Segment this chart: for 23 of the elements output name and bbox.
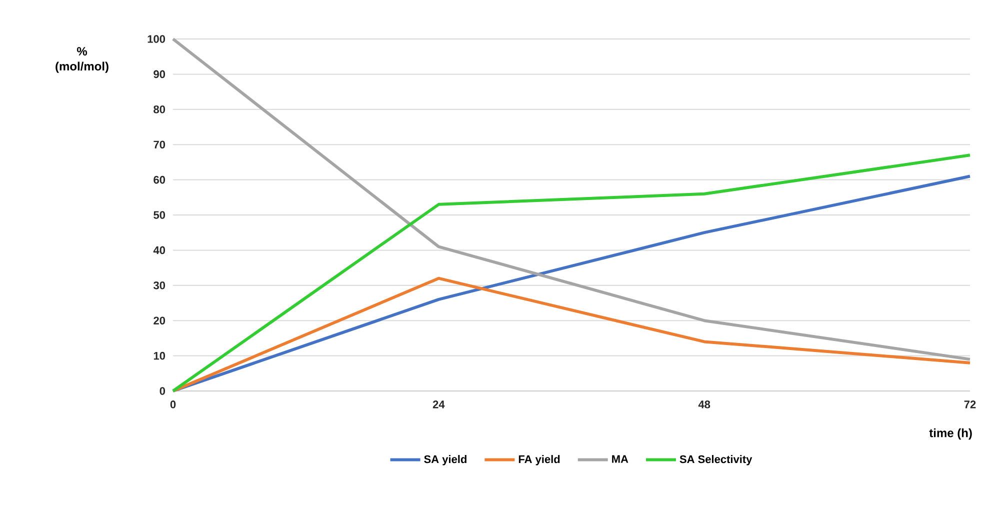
x-axis-title: time (h)	[929, 428, 972, 440]
legend-label: FA yield	[518, 455, 560, 466]
y-tick-label: 30	[153, 282, 166, 290]
y-tick-label: 90	[154, 70, 166, 78]
line-series	[172, 276, 972, 392]
x-tick-label: 48	[698, 400, 710, 408]
x-tick-label: 72	[964, 400, 976, 408]
y-tick-label: 80	[154, 106, 166, 114]
x-tick-label: 0	[170, 400, 176, 408]
y-tick-label: 60	[154, 176, 166, 184]
legend-label: SA yield	[424, 455, 466, 466]
y-tick-label: 70	[154, 140, 166, 148]
line-series	[172, 37, 972, 361]
y-tick-label: 10	[154, 352, 166, 360]
y-tick-label: 20	[154, 316, 166, 324]
y-tick-label: 40	[153, 246, 166, 254]
y-axis-title: % (mol/mol)	[56, 47, 108, 73]
legend-label: SA Selectivity	[680, 455, 752, 466]
legend-label: MA	[612, 455, 628, 463]
y-tick-label: 0	[160, 387, 166, 395]
y-tick-label: 100	[148, 35, 166, 43]
x-tick-label: 24	[432, 400, 445, 408]
y-tick-label: 50	[154, 211, 166, 219]
